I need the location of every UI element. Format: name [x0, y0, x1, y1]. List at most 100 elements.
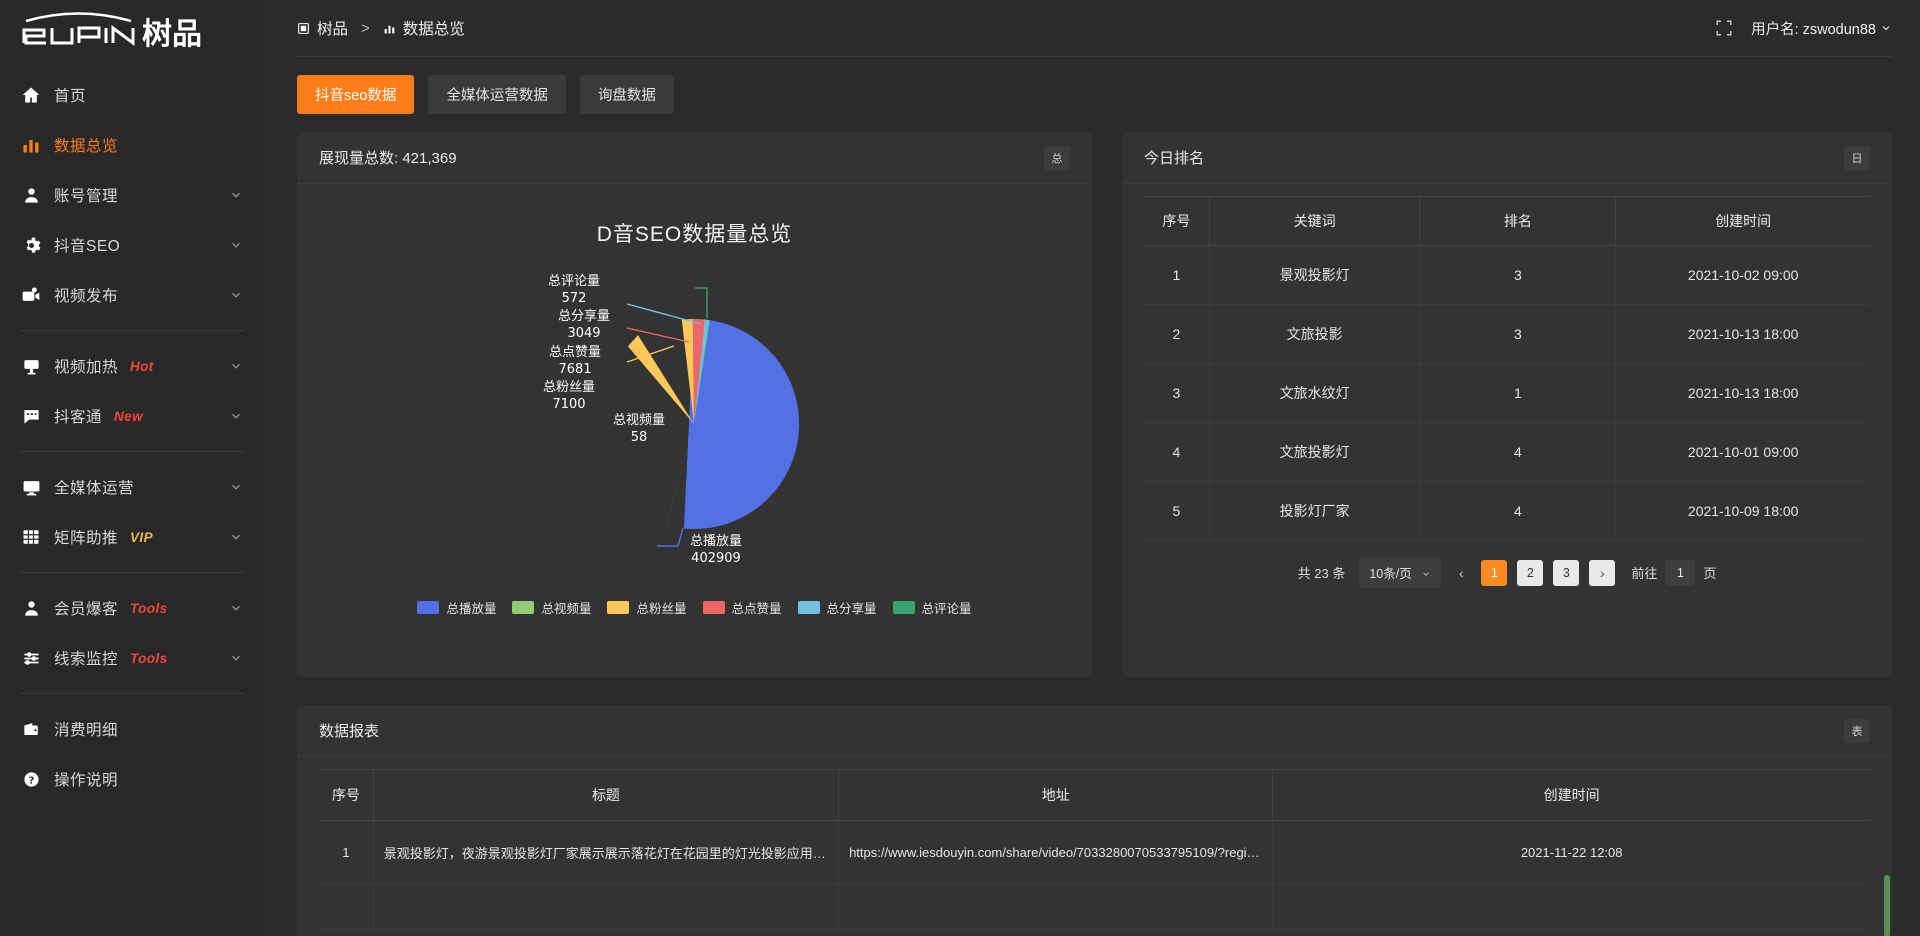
- bar-chart-icon: [20, 134, 42, 156]
- tab-bar: 抖音seo数据 全媒体运营数据 询盘数据: [265, 57, 1920, 114]
- legend-item-videos[interactable]: 总视频量: [512, 598, 591, 617]
- pagination-next-button[interactable]: ›: [1589, 559, 1616, 586]
- cell-rank: 3: [1419, 245, 1617, 305]
- cell-url-link[interactable]: https://www.iesdouyin.com/share/video/70…: [838, 820, 1274, 885]
- pagination-goto-label: 前往: [1631, 566, 1658, 581]
- brand-logo[interactable]: 树品: [0, 0, 265, 56]
- chart-total-toggle-button[interactable]: 总: [1044, 145, 1070, 170]
- col-title: 标题: [373, 769, 840, 821]
- sidebar-item-douyin-seo[interactable]: 抖音SEO: [0, 220, 265, 270]
- rank-table-wrapper: 序号 关键词 排名 创建时间 1 景观投影灯 3: [1122, 184, 1892, 541]
- sidebar: 树品 首页 数据总览 账号管理: [0, 0, 265, 936]
- legend-item-plays[interactable]: 总播放量: [417, 598, 496, 617]
- table-row[interactable]: 3 文旅水纹灯 1 2021-10-13 18:00: [1144, 363, 1870, 423]
- cell-created: 2021-10-09 18:00: [1615, 481, 1870, 541]
- rank-day-toggle-button[interactable]: 日: [1844, 145, 1870, 170]
- chevron-down-icon: [229, 651, 243, 665]
- table-row[interactable]: 2 文旅投影 3 2021-10-13 18:00: [1144, 304, 1870, 364]
- pie-label-fans-value: 7100: [552, 397, 585, 412]
- pie-chart[interactable]: 总评论量 572 总分享量 3049 总点赞量 7681 总粉丝量 7100 总…: [297, 254, 1092, 594]
- cell-title: [373, 884, 840, 930]
- sidebar-item-home[interactable]: 首页: [0, 70, 265, 120]
- grid-icon: [20, 526, 42, 548]
- sidebar-item-video-publish[interactable]: 视频发布: [0, 270, 265, 320]
- legend-label: 总评论量: [921, 602, 972, 616]
- legend-item-likes[interactable]: 总点赞量: [702, 598, 782, 617]
- legend-item-fans[interactable]: 总粉丝量: [607, 598, 687, 617]
- legend-label: 总粉丝量: [636, 602, 687, 616]
- pagination-page-1[interactable]: 1: [1481, 559, 1508, 586]
- pagination-jump: 前往 页: [1631, 559, 1716, 586]
- vertical-scrollbar[interactable]: [1884, 875, 1890, 936]
- sidebar-item-label: 数据总览: [54, 138, 119, 155]
- table-row[interactable]: 4 文旅投影灯 4 2021-10-01 09:00: [1144, 422, 1870, 482]
- sidebar-item-label: 账号管理: [54, 188, 119, 205]
- table-row[interactable]: 1 景观投影灯 3 2021-10-02 09:00: [1144, 245, 1870, 305]
- sidebar-item-omnimedia-operations[interactable]: 全媒体运营: [0, 462, 265, 512]
- breadcrumb-separator: >: [361, 19, 370, 37]
- sidebar-item-member-boom[interactable]: 会员爆客 Tools: [0, 583, 265, 633]
- sliders-icon: [20, 647, 42, 669]
- sidebar-item-matrix-boost[interactable]: 矩阵助推 VIP: [0, 512, 265, 562]
- breadcrumb-item-current[interactable]: 数据总览: [383, 17, 465, 39]
- chevron-down-icon: [229, 601, 243, 615]
- sidebar-divider: [20, 572, 245, 573]
- col-address: 地址: [838, 769, 1274, 821]
- legend-item-comments[interactable]: 总评论量: [892, 598, 972, 617]
- report-table-toggle-button[interactable]: 表: [1844, 718, 1870, 743]
- sidebar-item-data-overview[interactable]: 数据总览: [0, 120, 265, 170]
- sidebar-item-account-management[interactable]: 账号管理: [0, 170, 265, 220]
- table-row[interactable]: 1 景观投影灯，夜游景观投影灯厂家展示展示落花灯在花园里的灯光投影应用效果 # …: [319, 820, 1870, 885]
- sidebar-item-label: 矩阵助推: [54, 530, 119, 547]
- table-row[interactable]: [319, 884, 1870, 930]
- cell-index: [319, 884, 374, 930]
- chevron-down-icon: [229, 288, 243, 302]
- sidebar-item-douketong[interactable]: 抖客通 New: [0, 391, 265, 441]
- tab-omnimedia-operation-data[interactable]: 全媒体运营数据: [428, 75, 566, 114]
- today-ranking-card: 今日排名 日 序号 关键词 排名 创建时间: [1122, 132, 1892, 677]
- table-header-row: 序号 关键词 排名 创建时间: [1144, 196, 1870, 246]
- sidebar-badge-tools: Tools: [130, 650, 168, 666]
- pagination-goto-input[interactable]: [1665, 559, 1696, 586]
- cell-created: 2021-10-01 09:00: [1615, 422, 1870, 482]
- legend-label: 总视频量: [541, 602, 592, 616]
- chart-legend: 总播放量 总视频量 总粉丝量: [297, 598, 1092, 617]
- data-report-card: 数据报表 表 序号 标题 地址 创建时间: [297, 705, 1892, 936]
- tab-douyin-seo-data[interactable]: 抖音seo数据: [297, 75, 415, 114]
- fullscreen-icon[interactable]: [1715, 19, 1733, 37]
- legend-item-shares[interactable]: 总分享量: [797, 598, 877, 617]
- svg-text:树品: 树品: [142, 17, 202, 48]
- pie-label-likes-name: 总点赞量: [549, 345, 601, 360]
- pagination: 共 23 条 10条/页 ‹ 1 2 3 › 前往: [1122, 557, 1892, 588]
- rank-card-header: 今日排名 日: [1122, 132, 1892, 184]
- sidebar-item-instructions[interactable]: ? 操作说明: [0, 754, 265, 804]
- pagination-page-2[interactable]: 2: [1517, 559, 1544, 586]
- breadcrumb-item-app[interactable]: 树品: [297, 17, 348, 39]
- svg-text:?: ?: [28, 775, 34, 786]
- sidebar-badge-hot: Hot: [130, 358, 154, 374]
- user-icon: [20, 184, 42, 206]
- page-size-select[interactable]: 10条/页: [1359, 557, 1442, 588]
- chevron-down-icon: [229, 409, 243, 423]
- pie-label-videos-name: 总视频量: [613, 413, 665, 428]
- sidebar-item-consumption-details[interactable]: 消费明细: [0, 704, 265, 754]
- cell-keyword: 景观投影灯: [1209, 245, 1421, 305]
- pie-label-shares-name: 总分享量: [558, 308, 610, 324]
- table-row[interactable]: 5 投影灯厂家 4 2021-10-09 18:00: [1144, 481, 1870, 541]
- cell-index: 5: [1144, 481, 1210, 541]
- sidebar-item-label: 视频加热: [54, 359, 119, 376]
- cell-url-link: [838, 884, 1274, 930]
- breadcrumb-label: 数据总览: [402, 21, 465, 38]
- cell-index: 2: [1144, 304, 1210, 364]
- wallet-icon: [20, 718, 42, 740]
- pagination-page-3[interactable]: 3: [1553, 559, 1580, 586]
- tab-inquiry-data[interactable]: 询盘数据: [579, 75, 674, 114]
- sidebar-badge-new: New: [114, 408, 143, 424]
- user-menu[interactable]: 用户名: zswodun88: [1751, 18, 1892, 39]
- question-icon: ?: [20, 768, 42, 790]
- sidebar-item-lead-monitor[interactable]: 线索监控 Tools: [0, 633, 265, 683]
- pagination-prev-button[interactable]: ‹: [1458, 564, 1464, 581]
- chevron-down-icon: [1880, 22, 1892, 34]
- sidebar-item-video-boost[interactable]: 视频加热 Hot: [0, 341, 265, 391]
